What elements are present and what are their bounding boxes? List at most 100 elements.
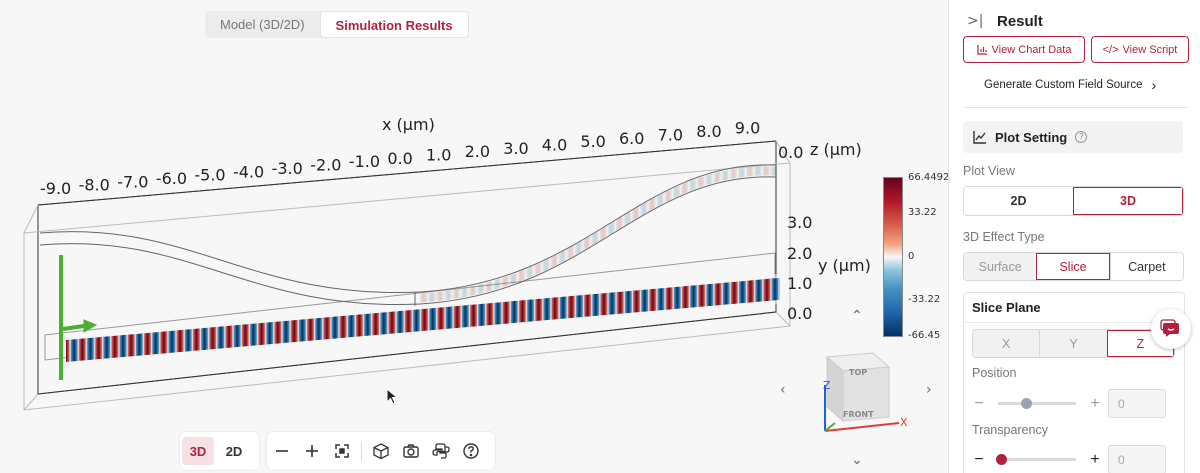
y-tick-label: 1.0 bbox=[787, 274, 812, 293]
position-increment-icon[interactable]: + bbox=[1090, 394, 1100, 412]
tab-model[interactable]: Model (3D/2D) bbox=[220, 17, 305, 32]
line-chart-icon bbox=[973, 131, 986, 144]
box-corner-top-left bbox=[23, 204, 39, 234]
collapse-panel-icon[interactable]: >| bbox=[967, 13, 984, 29]
mouse-cursor-icon bbox=[386, 388, 398, 405]
x-tick-label: -8.0 bbox=[79, 176, 110, 195]
code-icon: </> bbox=[1102, 43, 1119, 56]
rotate-up-icon[interactable]: ⌃ bbox=[851, 308, 863, 324]
x-tick-label: 1.0 bbox=[426, 146, 451, 165]
x-tick-label: 0.0 bbox=[387, 149, 412, 168]
position-label: Position bbox=[972, 366, 1017, 380]
box-corner-top-right bbox=[775, 140, 791, 164]
mode-3d-button[interactable]: 3D bbox=[182, 437, 214, 465]
fit-view-icon[interactable] bbox=[327, 436, 357, 466]
view-tabs: Model (3D/2D) Simulation Results bbox=[205, 11, 469, 38]
effect-carpet[interactable]: Carpet bbox=[1109, 253, 1183, 280]
box-bottom-edge bbox=[37, 311, 777, 395]
field-lower-waveguide bbox=[66, 273, 780, 366]
x-tick-label: 2.0 bbox=[465, 142, 490, 161]
chat-button[interactable] bbox=[1151, 309, 1191, 349]
transparency-slider-thumb[interactable] bbox=[996, 454, 1007, 465]
field-upper-waveguide bbox=[419, 166, 777, 303]
x-tick-label: -3.0 bbox=[272, 159, 303, 178]
y-tick-label: 0.0 bbox=[787, 304, 812, 323]
chat-icon bbox=[1160, 319, 1179, 337]
toolbar-separator bbox=[361, 441, 362, 461]
x-tick-label: -4.0 bbox=[233, 162, 264, 181]
y-axis-label: y (μm) bbox=[818, 256, 871, 275]
colorbar-max: 66.4492 bbox=[908, 172, 948, 183]
view-toolbar bbox=[267, 432, 495, 470]
generate-custom-field-link[interactable]: Generate Custom Field Source › bbox=[984, 77, 1156, 93]
plot-view-2d[interactable]: 2D bbox=[964, 187, 1073, 215]
slice-plane-card: Slice Plane bbox=[963, 292, 1185, 473]
chevron-right-icon: › bbox=[1151, 77, 1157, 93]
x-tick-label: 3.0 bbox=[503, 139, 528, 158]
panel-header: >| Result bbox=[949, 0, 1200, 42]
view-script-label: View Script bbox=[1122, 43, 1178, 56]
generate-custom-field-label: Generate Custom Field Source bbox=[984, 79, 1143, 91]
panel-title: Result bbox=[997, 12, 1043, 30]
plot-viewport[interactable]: Model (3D/2D) Simulation Results bbox=[0, 0, 948, 473]
view-chart-data-button[interactable]: View Chart Data bbox=[963, 36, 1085, 63]
x-tick-label: 6.0 bbox=[619, 129, 644, 148]
tab-simulation-results[interactable]: Simulation Results bbox=[319, 11, 469, 38]
box-corner-bottom-right bbox=[775, 311, 791, 327]
position-slider-row: − + 0 bbox=[972, 389, 1166, 418]
transparency-decrement-icon[interactable]: − bbox=[974, 450, 984, 468]
view-chart-data-label: View Chart Data bbox=[991, 43, 1072, 56]
slice-plane-label: Slice Plane bbox=[964, 293, 1184, 323]
position-input[interactable]: 0 bbox=[1108, 389, 1166, 418]
plot-view-3d[interactable]: 3D bbox=[1073, 187, 1183, 215]
rotate-left-icon[interactable]: ‹ bbox=[780, 382, 786, 398]
effect-surface[interactable]: Surface bbox=[964, 253, 1037, 280]
x-axis-label: x (μm) bbox=[382, 115, 435, 134]
position-slider-thumb[interactable] bbox=[1021, 398, 1032, 409]
box-corner-bottom-left bbox=[23, 393, 39, 411]
view-script-button[interactable]: </> View Script bbox=[1091, 36, 1189, 63]
x-tick-label: 5.0 bbox=[580, 132, 605, 151]
x-tick-label: -7.0 bbox=[117, 172, 148, 191]
source-marker bbox=[59, 255, 98, 380]
3d-field-plot[interactable]: x (μm) z (μm) y (μm) 0.0 -9.0 -8.0 -7.0 -6.… bbox=[0, 0, 948, 473]
position-slider[interactable] bbox=[998, 398, 1076, 409]
plot-view-label: Plot View bbox=[963, 164, 1015, 178]
plot-setting-title: Plot Setting bbox=[995, 129, 1068, 145]
colorbar-mid-low: -33.22 bbox=[908, 294, 941, 305]
x-tick-label: 4.0 bbox=[542, 135, 567, 154]
zoom-in-icon[interactable] bbox=[297, 436, 327, 466]
transparency-input[interactable]: 0 bbox=[1108, 445, 1166, 473]
slice-plane-x[interactable]: X bbox=[973, 330, 1040, 357]
x-tick-label: -1.0 bbox=[349, 152, 380, 171]
effect-type-label: 3D Effect Type bbox=[963, 230, 1045, 244]
viewcube-x-label: X bbox=[900, 416, 908, 429]
y-tick-label: 3.0 bbox=[787, 213, 812, 232]
rotate-down-icon[interactable]: ⌄ bbox=[851, 452, 863, 468]
slice-plane-y[interactable]: Y bbox=[1039, 330, 1107, 357]
y-tick-label: 2.0 bbox=[787, 244, 812, 263]
x-tick-labels: -9.0 -8.0 -7.0 -6.0 -5.0 -4.0 -3.0 -2.0 -1.0 0.0 1… bbox=[40, 119, 760, 198]
help-icon[interactable] bbox=[456, 436, 486, 466]
question-icon[interactable]: ? bbox=[1075, 131, 1088, 143]
transparency-increment-icon[interactable]: + bbox=[1090, 450, 1100, 468]
zoom-out-icon[interactable] bbox=[267, 436, 297, 466]
view-cube[interactable]: TOP FRONT X Z bbox=[815, 345, 915, 437]
y-tick-labels: 3.0 2.0 1.0 0.0 bbox=[787, 213, 812, 323]
colorbar-min: -66.45 bbox=[908, 330, 941, 341]
x-tick-label: 8.0 bbox=[696, 122, 721, 141]
rotate-right-icon[interactable]: › bbox=[926, 382, 932, 398]
cube-view-icon[interactable] bbox=[366, 436, 396, 466]
python-icon[interactable] bbox=[426, 436, 456, 466]
colorbar-zero: 0 bbox=[908, 251, 915, 262]
transparency-slider[interactable] bbox=[996, 454, 1076, 465]
upper-waveguide-edge-2 bbox=[39, 176, 777, 306]
viewcube-z-label: Z bbox=[823, 379, 831, 392]
z-tick-label: 0.0 bbox=[778, 143, 803, 162]
position-decrement-icon[interactable]: − bbox=[974, 394, 984, 412]
upper-waveguide-edge-1 bbox=[39, 164, 777, 294]
mode-2d-button[interactable]: 2D bbox=[225, 443, 243, 459]
effect-slice[interactable]: Slice bbox=[1036, 253, 1110, 280]
plot-setting-header: Plot Setting ? bbox=[963, 121, 1183, 153]
screenshot-icon[interactable] bbox=[396, 436, 426, 466]
